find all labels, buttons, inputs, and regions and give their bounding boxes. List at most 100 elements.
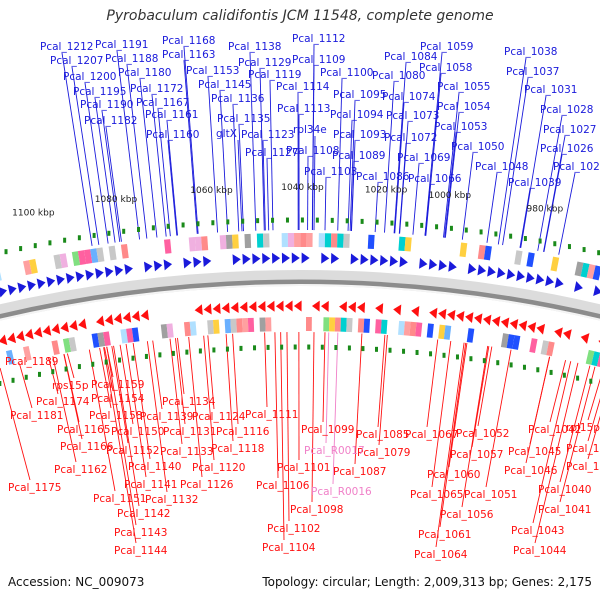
cog-feature-box bbox=[323, 317, 330, 332]
cog-feature-box bbox=[242, 318, 249, 333]
gene-leader-line bbox=[444, 132, 457, 238]
gene-leader-line bbox=[425, 73, 442, 236]
gene-label: Pcal_1162 bbox=[54, 464, 107, 476]
cog-feature-box bbox=[188, 237, 196, 252]
gene-label: Pcal_1141 bbox=[124, 479, 177, 491]
forward-gene-arrow bbox=[163, 259, 173, 271]
gene-leader-line bbox=[188, 336, 203, 478]
gene-leader-line bbox=[146, 341, 168, 493]
gene-leader-line bbox=[384, 81, 395, 233]
gene-leader-line bbox=[312, 65, 315, 231]
gene-label: Pcal_1044 bbox=[513, 545, 567, 557]
gene-label: Pcal_1153 bbox=[186, 65, 239, 77]
forward-gene-arrow bbox=[262, 253, 271, 265]
cog-feature-box bbox=[367, 234, 375, 250]
reverse-gene-arrow bbox=[447, 309, 456, 321]
forward-gene-arrow bbox=[7, 284, 17, 296]
gene-leader-line bbox=[558, 172, 576, 255]
gene-label: Pcal_1057 bbox=[450, 449, 503, 461]
forward-gene-arrow bbox=[17, 282, 27, 294]
marker-dot bbox=[91, 361, 95, 367]
gene-label: Pcal_R0016 bbox=[311, 486, 372, 498]
reverse-gene-arrow bbox=[239, 301, 248, 313]
reverse-gene-arrow bbox=[536, 323, 546, 335]
cog-feature-box bbox=[334, 317, 341, 332]
cog-feature-box bbox=[300, 233, 307, 248]
gene-leader-line bbox=[157, 108, 171, 237]
cog-feature-box bbox=[500, 333, 509, 348]
marker-dot bbox=[19, 246, 23, 252]
forward-gene-arrow bbox=[114, 265, 124, 277]
gene-leader-line bbox=[238, 124, 244, 232]
cog-feature-box bbox=[409, 321, 417, 337]
gene-leader-line bbox=[167, 140, 178, 236]
accession-text: Accession: NC_009073 bbox=[8, 575, 145, 589]
marker-dot bbox=[390, 220, 394, 226]
marker-dot bbox=[523, 236, 527, 242]
gene-label: Pcal_1035 bbox=[566, 443, 600, 455]
gene-leader-line bbox=[266, 158, 270, 231]
reverse-gene-arrow bbox=[33, 326, 43, 338]
cog-feature-box bbox=[160, 323, 169, 339]
gene-label: Pcal_1027 bbox=[543, 124, 596, 136]
forward-gene-arrow bbox=[46, 276, 56, 288]
gene-label: Pcal_1106 bbox=[256, 480, 310, 492]
cog-feature-box bbox=[529, 338, 538, 353]
gene-label: Pcal_1143 bbox=[114, 527, 167, 539]
gene-label: Pcal_1154 bbox=[91, 393, 145, 405]
cog-feature-box bbox=[591, 351, 600, 367]
gene-leader-line bbox=[139, 78, 158, 238]
cog-feature-box bbox=[398, 236, 406, 252]
cog-feature-box bbox=[212, 319, 220, 334]
marker-dot bbox=[375, 219, 379, 225]
marker-dot bbox=[11, 377, 15, 383]
gene-leader-line bbox=[324, 177, 327, 231]
gene-leader-line bbox=[169, 338, 183, 445]
gene-label: Pcal_1109 bbox=[292, 54, 345, 66]
gene-leader-line bbox=[225, 334, 234, 442]
marker-dot bbox=[239, 345, 243, 351]
gene-label: Pcal_1043 bbox=[511, 525, 564, 537]
gene-label: Pcal_1036 bbox=[566, 461, 600, 473]
marker-dot bbox=[211, 220, 215, 226]
reverse-gene-arrow bbox=[429, 307, 438, 319]
cog-feature-box bbox=[236, 318, 243, 333]
gene-leader-line bbox=[183, 60, 198, 234]
gene-label: Pcal_1191 bbox=[95, 39, 148, 51]
reverse-gene-arrow bbox=[321, 300, 329, 312]
gene-label: Pcal_1055 bbox=[437, 81, 490, 93]
gene-label: Pcal_1080 bbox=[372, 70, 425, 82]
gene-leader-line bbox=[113, 345, 140, 507]
gene-leader-line bbox=[84, 82, 109, 244]
gene-leader-line bbox=[350, 161, 355, 231]
forward-gene-arrow bbox=[75, 271, 85, 283]
gene-label: Pcal_1100 bbox=[320, 67, 373, 79]
gene-leader-line bbox=[269, 80, 274, 231]
gene-leader-line bbox=[18, 363, 33, 409]
gene-label: rpl34e bbox=[293, 124, 327, 136]
marker-dot bbox=[469, 356, 473, 362]
cog-feature-box bbox=[281, 233, 288, 248]
gene-leader-line bbox=[354, 333, 363, 465]
gene-label: Pcal_1045 bbox=[508, 446, 561, 458]
cog-feature-box bbox=[380, 319, 388, 334]
forward-gene-arrow bbox=[428, 258, 438, 270]
gene-label: Pcal_1195 bbox=[73, 86, 126, 98]
gene-label: Pcal_1119 bbox=[248, 69, 301, 81]
gene-label: Pcal_1041 bbox=[538, 504, 591, 516]
reverse-gene-arrow bbox=[266, 300, 275, 312]
gene-label: Pcal_1087 bbox=[333, 466, 386, 478]
marker-dot bbox=[185, 349, 189, 355]
reverse-gene-arrow bbox=[580, 333, 590, 344]
gene-leader-line bbox=[103, 347, 114, 392]
gene-leader-line bbox=[71, 66, 100, 245]
gene-label: Pcal_1061 bbox=[418, 529, 471, 541]
marker-dot bbox=[597, 250, 600, 256]
cog-feature-box bbox=[403, 321, 411, 336]
gene-label: Pcal_1069 bbox=[397, 152, 450, 164]
gene-leader-line bbox=[412, 163, 420, 235]
marker-dot bbox=[253, 345, 257, 351]
cog-feature-box bbox=[506, 334, 515, 349]
forward-gene-arrow bbox=[193, 256, 202, 268]
gene-label: Pcal_1111 bbox=[245, 409, 298, 421]
